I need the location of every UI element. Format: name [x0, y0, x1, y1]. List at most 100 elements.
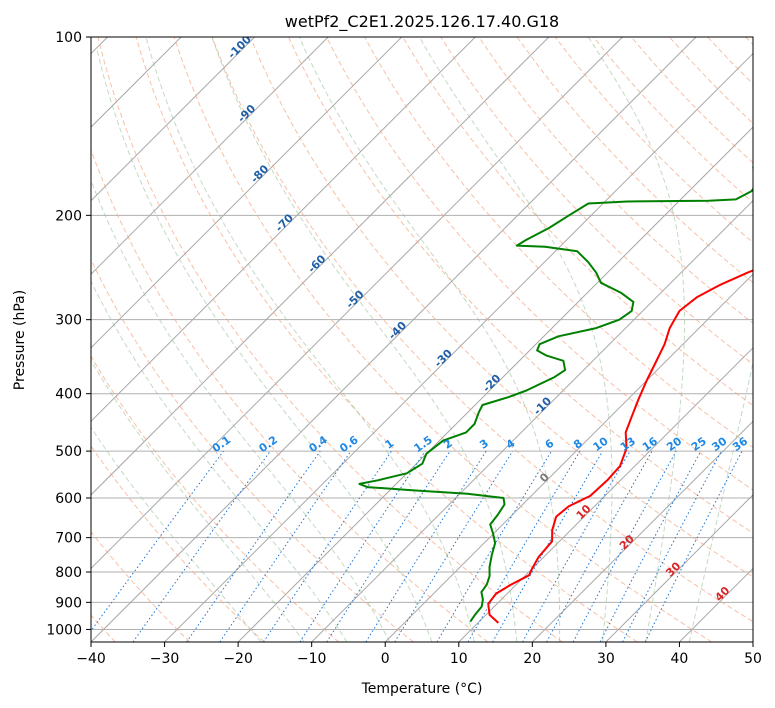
dry-adiabat-line	[91, 445, 265, 642]
isotherm-line	[237, 126, 753, 642]
x-tick-label: 50	[744, 651, 762, 667]
dry-adiabat-label: -20	[480, 372, 503, 395]
isotherm-line	[164, 52, 753, 642]
mixing-ratio-label: 3	[477, 437, 491, 452]
isotherm-line	[531, 420, 753, 642]
x-tick-label: −20	[223, 651, 253, 667]
moist-adiabat-line	[688, 360, 753, 642]
mixing-ratio-line	[599, 450, 702, 642]
mixing-ratio-label: 0.1	[210, 433, 233, 455]
dry-adiabat-line	[707, 37, 753, 85]
x-tick-label: −30	[150, 651, 180, 667]
isotherm-line	[458, 347, 753, 642]
isotherm-line	[91, 37, 256, 202]
x-tick-label: 0	[381, 651, 390, 667]
data-lines	[358, 166, 753, 624]
dry-adiabat-line	[516, 37, 753, 284]
moist-adiabat-line	[91, 280, 348, 642]
dry-adiabat-line	[91, 148, 489, 642]
y-axis: 100 200 300 400 500 600 700 800 900 1000	[46, 30, 91, 638]
mixing-ratio-line	[219, 450, 352, 642]
dry-adiabat-label: 40	[712, 584, 732, 604]
dry-adiabat-label: -30	[432, 346, 455, 369]
dry-adiabat-line	[326, 37, 753, 491]
dry-adiabat-line	[135, 37, 638, 642]
x-tick-label: 10	[450, 651, 468, 667]
y-tick-label: 300	[55, 313, 82, 329]
dry-adiabat-label: -70	[273, 211, 296, 234]
y-tick-label: 900	[55, 595, 82, 611]
mixing-ratio-label: 1	[383, 437, 397, 452]
plot-frame	[90, 36, 754, 643]
dry-adiabat-line	[173, 37, 713, 642]
isotherm-line	[91, 37, 329, 275]
y-tick-label: 1000	[46, 622, 82, 638]
dry-adiabat-label: -40	[386, 319, 409, 342]
dry-adiabat-label: -80	[248, 162, 271, 185]
moist-adiabat-line	[91, 179, 390, 642]
mixing-ratio-line	[572, 450, 677, 642]
isotherm-line	[91, 37, 403, 349]
mixing-ratio-label: 0.6	[337, 433, 361, 455]
isotherm-line	[384, 273, 753, 642]
moist-adiabat-line	[96, 49, 433, 642]
mixing-ratio-label: 0.4	[306, 433, 330, 455]
dry-adiabat-line	[91, 355, 340, 642]
y-tick-label: 700	[55, 531, 82, 547]
y-axis-label: Pressure (hPa)	[12, 290, 28, 390]
isotherm-line	[91, 37, 476, 423]
x-tick-label: 40	[671, 651, 689, 667]
dry-adiabat-line	[91, 531, 191, 642]
dry-adiabat-label: -50	[343, 288, 366, 311]
mixing-ratio-line	[186, 450, 321, 642]
mixing-ratio-label: 6	[543, 437, 557, 452]
dry-adiabat-label: 20	[617, 532, 637, 552]
dewpoint-line	[358, 166, 753, 623]
dry-adiabat-label: -90	[235, 102, 258, 125]
mixing-ratio-line	[644, 450, 743, 642]
dry-adiabat-label: -10	[531, 394, 554, 417]
dry-adiabat-label: -60	[305, 252, 328, 275]
moist-adiabat-line	[298, 37, 561, 642]
y-tick-label: 600	[55, 491, 82, 507]
moist-adiabat-line	[418, 37, 613, 642]
mixing-ratio-line	[522, 450, 631, 642]
mixing-ratio-line	[91, 450, 224, 632]
dry-adiabat-line	[669, 37, 753, 125]
mixing-ratio-line	[546, 450, 653, 642]
x-tick-label: 30	[597, 651, 615, 667]
reference-line-labels: 0.1 0.2 0.4 0.6 1 1.5 2 3 4 6 8 10 13 16 20 25 30 36-100-…	[210, 37, 751, 604]
x-tick-label: 20	[523, 651, 541, 667]
chart-title: wetPf2_C2E1.2025.126.17.40.G18	[285, 12, 559, 32]
x-tick-label: −10	[297, 651, 327, 667]
mixing-ratio-line	[467, 450, 581, 642]
y-tick-label: 200	[55, 208, 82, 224]
y-tick-label: 400	[55, 387, 82, 403]
isotherm-line	[752, 641, 753, 642]
mixing-ratio-label: 1.5	[412, 433, 435, 455]
x-tick-label: −40	[76, 651, 106, 667]
dry-adiabat-line	[97, 37, 563, 642]
moist-adiabat-line	[587, 37, 685, 642]
isotherm-line	[605, 494, 753, 642]
moist-adiabat-line	[145, 37, 475, 642]
dry-adiabat-line	[91, 258, 414, 642]
y-tick-label: 800	[55, 565, 82, 581]
dry-adiabat-line	[478, 37, 753, 324]
temperature-line	[487, 269, 753, 624]
isotherm-line	[91, 37, 623, 570]
mixing-ratio-line	[326, 450, 451, 642]
mixing-ratio-line	[132, 450, 271, 642]
mixing-ratio-line	[263, 450, 392, 642]
y-tick-label: 500	[55, 444, 82, 460]
dry-adiabat-label: 30	[663, 559, 683, 579]
mixing-ratio-label: 2	[441, 437, 455, 452]
dry-adiabat-line	[249, 37, 753, 578]
isotherm-line	[91, 37, 697, 642]
dry-adiabat-line	[211, 37, 753, 623]
moist-adiabat-line	[91, 359, 305, 642]
reference-lines	[91, 37, 753, 642]
x-axis: −40 −30 −20 −10 0 10 20 30 40 50	[76, 642, 762, 667]
y-tick-label: 100	[55, 30, 82, 46]
